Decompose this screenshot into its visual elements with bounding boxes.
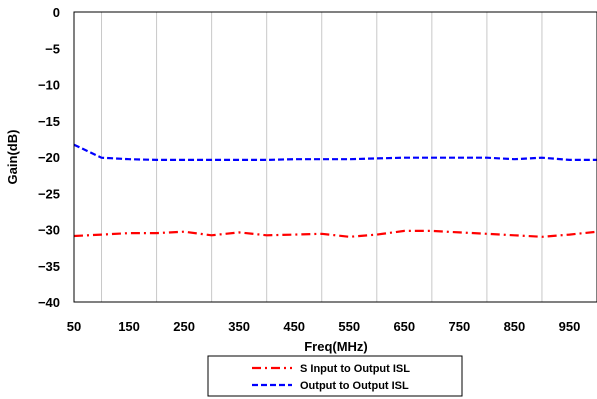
- legend-box: [207, 355, 463, 397]
- plot-area: [74, 12, 597, 302]
- legend-label-s-input: S Input to Output ISL: [300, 363, 410, 375]
- y-tick-label: −10: [38, 78, 60, 93]
- plot-frame: [73, 11, 597, 303]
- x-tick-label: 650: [393, 319, 415, 334]
- x-tick-label: 50: [67, 319, 81, 334]
- y-tick-label: −5: [45, 41, 60, 56]
- x-axis-title: Freq(MHz): [304, 339, 368, 354]
- x-tick-label: 950: [559, 319, 581, 334]
- y-tick-label: −20: [38, 150, 60, 165]
- y-axis-title: Gain(dB): [5, 130, 20, 185]
- y-tick-label: 0: [53, 5, 60, 20]
- series-line-1: [73, 143, 597, 161]
- legend: S Input to Output ISL Output to Output I…: [207, 355, 463, 397]
- y-tick-label: −30: [38, 223, 60, 238]
- y-tick-label: −35: [38, 259, 60, 274]
- y-tick-label: −15: [38, 114, 60, 129]
- series-line-0: [73, 229, 597, 238]
- x-tick-label: 850: [504, 319, 526, 334]
- x-tick-labels: 50 150 250 350 450 550 650 750 850 950: [67, 319, 581, 334]
- x-tick-label: 450: [283, 319, 305, 334]
- y-tick-labels: 0 −5 −10 −15 −20 −25 −30 −35 −40: [38, 5, 60, 310]
- x-tick-label: 350: [228, 319, 250, 334]
- legend-label-output: Output to Output ISL: [300, 380, 409, 392]
- x-tick-label: 250: [173, 319, 195, 334]
- y-tick-label: −40: [38, 295, 60, 310]
- y-tick-label: −25: [38, 186, 60, 201]
- series-layer: [73, 143, 597, 238]
- x-tick-label: 750: [449, 319, 471, 334]
- x-tick-label: 550: [338, 319, 360, 334]
- x-tick-label: 150: [118, 319, 140, 334]
